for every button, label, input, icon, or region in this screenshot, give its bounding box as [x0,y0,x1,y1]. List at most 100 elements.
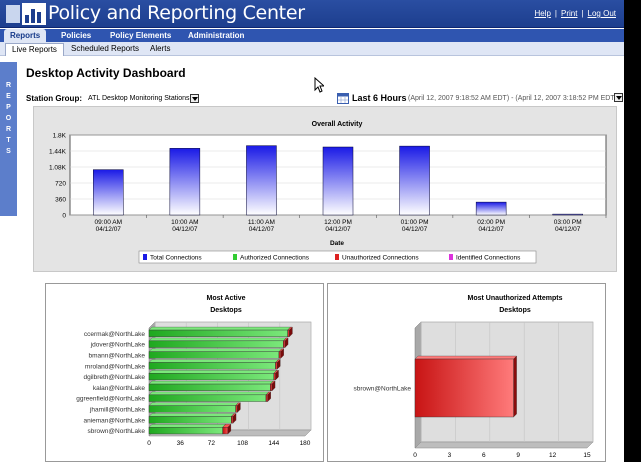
bar-unauthorized [231,416,234,424]
header-links: Help | Print | Log Out [534,9,616,18]
tab-live-reports[interactable]: Live Reports [5,43,64,56]
app-title: Policy and Reporting Center [48,2,305,24]
x-tick-date: 04/12/07 [96,226,122,233]
chart-subtitle: Desktops [210,307,242,314]
category-label: sbrown@NorthLake [87,428,145,435]
help-link[interactable]: Help [534,9,551,18]
tab-administration[interactable]: Administration [188,31,245,40]
bar-top [148,370,278,374]
bar-authorized [148,416,232,424]
station-group-value: ATL Desktop Monitoring Stations [88,95,190,102]
bar-side [271,380,276,392]
link-separator: | [554,9,557,18]
bar-top [148,348,283,352]
app-logo-icon [6,3,46,25]
tab-policies[interactable]: Policies [61,31,92,40]
category-label: dgilbreth@NorthLake [83,374,145,381]
bar-top [148,413,235,417]
bar-total-connections [552,213,583,216]
bar-unauthorized [278,351,281,359]
x-tick-label: 15 [583,452,591,459]
y-tick-label: 360 [55,197,66,204]
bar-side [227,423,232,435]
legend-swatch [335,254,339,260]
bar-side [513,355,517,418]
x-tick-label: 02:00 PM [477,219,505,226]
secondary-nav: Live Reports Scheduled Reports Alerts [0,42,624,56]
category-label: ccermak@NorthLake [84,331,146,338]
mouse-cursor-icon [314,77,324,93]
most-unauthorized-panel: Most Unauthorized Attempts Desktops 0 3 6 9 12… [327,283,606,462]
time-range-dropdown-icon[interactable] [614,93,623,102]
bar-unauthorized [275,362,278,370]
bar-top [148,359,279,363]
legend-label: Identified Connections [456,255,521,262]
x-tick-label: 01:00 PM [401,219,429,226]
tab-policy-elements[interactable]: Policy Elements [110,31,172,40]
bar-authorized [148,394,267,402]
x-tick-label: 72 [208,440,216,447]
bar-unauthorized [222,427,229,435]
station-group-dropdown-icon[interactable] [190,94,199,103]
tab-alerts[interactable]: Alerts [150,44,171,53]
bar-authorized [148,351,280,359]
overall-activity-panel: Overall Activity 0 360 720 1.08K 1.44K 1.8K 09:… [33,106,617,272]
legend-label: Total Connections [150,255,202,262]
bar-total-connections [322,146,354,216]
tab-scheduled-reports[interactable]: Scheduled Reports [71,44,140,53]
chart-subtitle: Desktops [499,307,531,314]
bar-total-connections [399,145,430,216]
most-active-chart: Most Active Desktops 0 36 72 108 144 180 ccermak… [76,295,312,447]
calendar-icon[interactable] [337,93,349,104]
x-tick-date: 04/12/07 [172,226,198,233]
bar-top [148,391,270,396]
x-tick-label: 12 [549,452,557,459]
plot-floor [414,441,594,449]
x-tick-label: 12:00 PM [324,219,352,226]
bar-unauthorized [283,340,286,348]
bar-top [148,337,287,342]
print-link[interactable]: Print [561,9,578,18]
bar-side [280,348,284,359]
x-tick-date: 04/12/07 [402,226,428,233]
bar-unauthorized [273,373,276,381]
bar-unauthorized [287,329,290,337]
bar-side [232,413,237,424]
logout-link[interactable]: Log Out [587,9,616,18]
category-label: anieman@NorthLake [83,417,145,424]
tab-reports[interactable]: Reports [4,29,47,42]
x-tick-label: 6 [482,452,486,459]
x-tick-label: 144 [268,440,279,447]
bar-side [275,369,279,381]
station-group-label: Station Group: [26,94,82,103]
bar-total-connections [169,148,201,216]
x-tick-label: 108 [237,440,248,447]
legend-swatch [449,254,453,260]
x-tick-label: 3 [448,452,452,459]
bar-authorized [148,340,284,348]
legend-swatch [233,254,237,260]
time-range-detail: (April 12, 2007 9:18:52 AM EDT) - (April… [408,95,617,102]
category-label: bmann@NorthLake [89,353,146,360]
bar-side [289,326,293,338]
application-window: Policy and Reporting Center Help | Print… [0,0,624,462]
category-label: sbrown@NorthLake [353,386,411,393]
x-tick-label: 10:00 AM [171,219,198,226]
legend-label: Unauthorized Connections [342,255,419,262]
y-tick-label: 720 [55,181,66,188]
time-range-label: Last 6 Hours [352,93,407,103]
bar-unauthorized [270,383,273,391]
x-tick-date: 04/12/07 [249,226,275,233]
bar-authorized [148,405,236,413]
bar-unauthorized [235,405,238,413]
category-label: ggreenfield@NorthLake [76,396,145,403]
x-axis-label: Date [330,240,344,247]
category-label: mroland@NorthLake [85,363,145,370]
bar-unauthorized [414,358,514,418]
x-tick-label: 0 [147,440,151,447]
bar-authorized [148,427,223,435]
category-label: jhamill@NorthLake [89,407,145,414]
category-label: jdover@NorthLake [90,342,146,349]
